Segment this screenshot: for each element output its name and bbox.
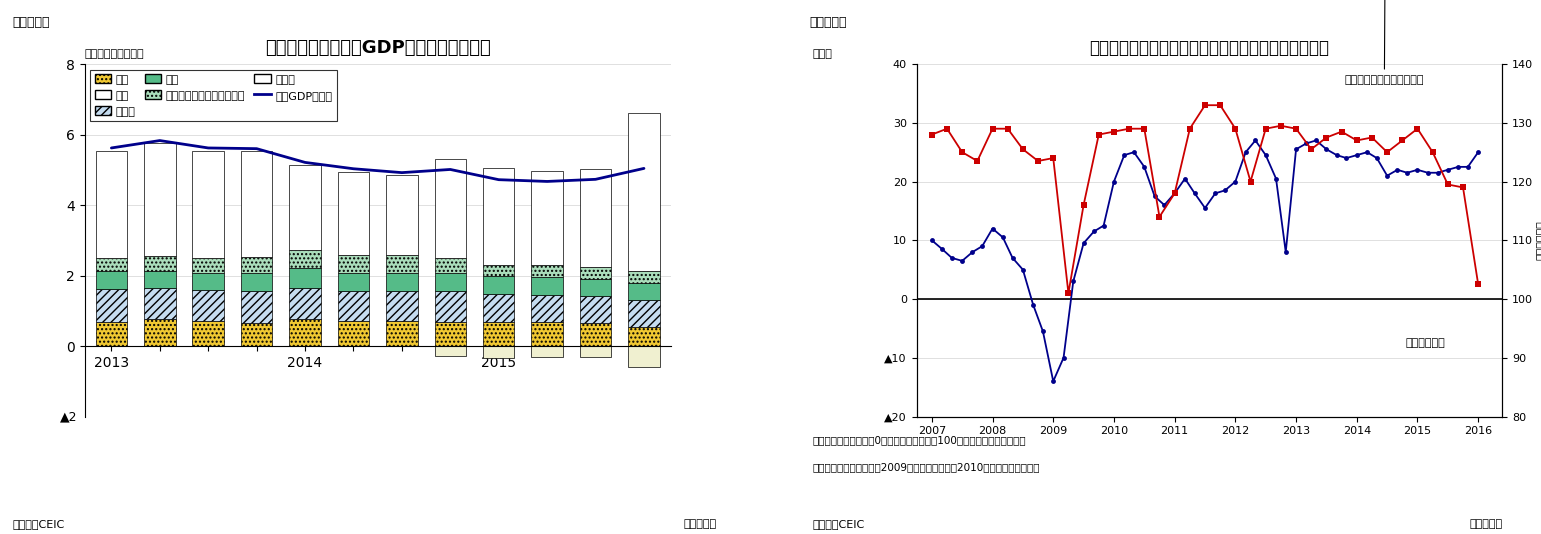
- Text: （図表３）: （図表３）: [12, 16, 49, 29]
- Text: 消費者信頼感指数は2009年までは旧系列、2010年１月から新系列。: 消費者信頼感指数は2009年までは旧系列、2010年１月から新系列。: [812, 462, 1040, 472]
- Bar: [290, 269, 321, 288]
- Bar: [579, 323, 612, 346]
- Bar: [482, 294, 515, 322]
- Bar: [337, 273, 370, 290]
- Bar: [240, 291, 273, 323]
- Bar: [96, 257, 126, 271]
- Text: （注）事業活動指数は0超、消費者信頼感は100を超えると楽観を表す。: （注）事業活動指数は0超、消費者信頼感は100を超えると楽観を表す。: [812, 435, 1026, 445]
- Bar: [96, 151, 126, 257]
- Bar: [532, 295, 562, 323]
- Bar: [532, 323, 562, 346]
- Bar: [532, 277, 562, 295]
- Text: （％）: （％）: [812, 49, 832, 59]
- Bar: [387, 176, 418, 255]
- Bar: [143, 143, 176, 256]
- Bar: [532, 171, 562, 265]
- Bar: [96, 322, 126, 346]
- Text: （四半期）: （四半期）: [684, 519, 717, 529]
- Bar: [290, 250, 321, 269]
- Bar: [482, 346, 515, 358]
- Bar: [193, 258, 223, 273]
- Bar: [240, 256, 273, 273]
- Text: （四半期）: （四半期）: [1470, 519, 1502, 529]
- Bar: [387, 320, 418, 346]
- Bar: [482, 265, 515, 276]
- Bar: [290, 288, 321, 319]
- Bar: [290, 319, 321, 346]
- Bar: [579, 346, 612, 357]
- Text: （前年同期比、％）: （前年同期比、％）: [85, 49, 145, 59]
- Bar: [435, 322, 465, 346]
- Bar: [435, 346, 465, 356]
- Bar: [579, 296, 612, 323]
- Text: （資料）CEIC: （資料）CEIC: [812, 519, 865, 529]
- Bar: [579, 266, 612, 279]
- Bar: [435, 273, 465, 292]
- Text: （図表４）: （図表４）: [809, 16, 846, 29]
- Bar: [143, 288, 176, 319]
- Text: ▲2: ▲2: [60, 410, 77, 423]
- Bar: [629, 327, 660, 346]
- Bar: [193, 151, 223, 258]
- Bar: [629, 271, 660, 284]
- Text: （資料）CEIC: （資料）CEIC: [12, 519, 65, 529]
- Bar: [337, 171, 370, 255]
- Bar: [240, 323, 273, 346]
- Bar: [143, 319, 176, 346]
- Bar: [532, 265, 562, 277]
- Bar: [240, 273, 273, 291]
- Y-axis label: （ポイント）: （ポイント）: [1536, 221, 1541, 260]
- Bar: [143, 271, 176, 288]
- Bar: [143, 256, 176, 271]
- Bar: [482, 322, 515, 346]
- Title: インドネシアの実質GDP成長率（供給側）: インドネシアの実質GDP成長率（供給側）: [265, 39, 490, 57]
- Bar: [629, 346, 660, 367]
- Bar: [629, 300, 660, 327]
- Bar: [532, 346, 562, 357]
- Bar: [387, 273, 418, 290]
- Text: 事業活動指数: 事業活動指数: [1405, 338, 1445, 348]
- Bar: [96, 288, 126, 322]
- Bar: [482, 168, 515, 265]
- Bar: [337, 320, 370, 346]
- Legend: 農業, 鉱業, 製造業, 建設, 商業・ホテル・レストラン, その他, 実質GDP成長率: 農業, 鉱業, 製造業, 建設, 商業・ホテル・レストラン, その他, 実質GD…: [91, 69, 336, 121]
- Bar: [629, 284, 660, 300]
- Bar: [629, 113, 660, 271]
- Bar: [482, 276, 515, 294]
- Bar: [96, 271, 126, 288]
- Bar: [387, 290, 418, 320]
- Bar: [290, 165, 321, 250]
- Bar: [193, 320, 223, 346]
- Bar: [337, 255, 370, 273]
- Bar: [337, 290, 370, 320]
- Bar: [435, 292, 465, 322]
- Bar: [579, 279, 612, 296]
- Bar: [193, 273, 223, 290]
- Bar: [193, 290, 223, 320]
- Bar: [240, 152, 273, 256]
- Bar: [387, 255, 418, 273]
- Text: 消費者信頼感指数（右軸）: 消費者信頼感指数（右軸）: [1345, 0, 1470, 85]
- Bar: [579, 169, 612, 266]
- Title: インドネシアの企業景況感、消費者信頼感（先行き）: インドネシアの企業景況感、消費者信頼感（先行き）: [1089, 39, 1330, 57]
- Bar: [435, 159, 465, 258]
- Bar: [435, 258, 465, 273]
